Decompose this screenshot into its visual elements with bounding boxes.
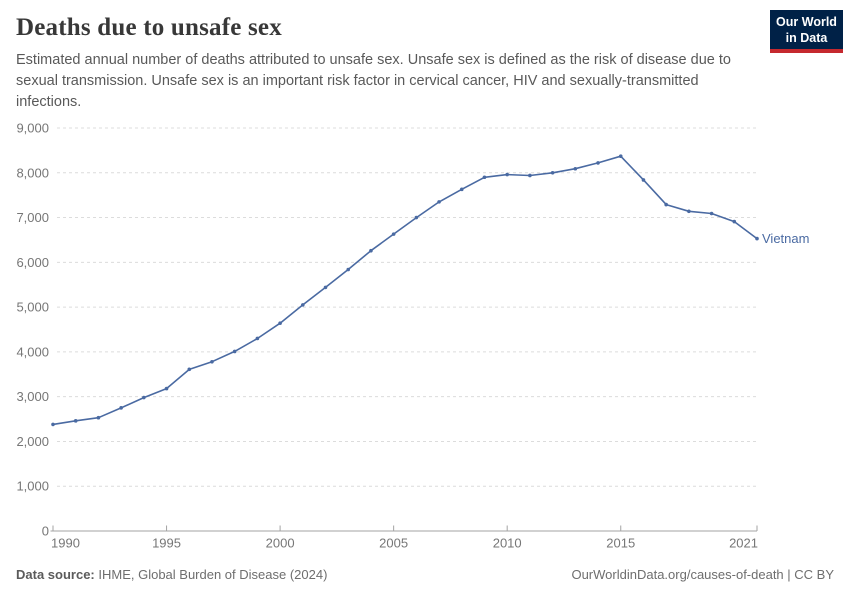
data-point-marker [369, 248, 373, 253]
y-axis-tick-label: 2,000 [16, 434, 49, 449]
x-axis-tick-label: 2005 [379, 536, 408, 551]
data-point-marker [459, 187, 464, 192]
owid-logo-line1: Our World [776, 14, 837, 29]
page-title: Deaths due to unsafe sex [16, 14, 282, 41]
footer-url-license[interactable]: OurWorldinData.org/causes-of-death | CC … [571, 567, 834, 582]
x-axis-tick-label: 1990 [51, 536, 80, 551]
data-point-marker [346, 267, 351, 272]
data-point-marker [596, 161, 600, 165]
entity-label: Vietnam [762, 231, 809, 246]
data-point-marker [73, 419, 78, 423]
owid-logo-text: Our World in Data [770, 10, 843, 49]
data-point-marker [573, 166, 578, 171]
data-point-marker [51, 422, 55, 427]
x-axis-tick-label: 1995 [152, 536, 181, 551]
data-point-marker [618, 154, 623, 159]
data-point-marker [414, 215, 419, 220]
y-axis-tick-label: 1,000 [16, 479, 49, 494]
x-axis-tick-label: 2000 [266, 536, 295, 551]
chart-subtitle: Estimated annual number of deaths attrib… [16, 52, 731, 110]
data-point-marker [550, 170, 555, 175]
data-point-marker [732, 219, 737, 224]
data-point-marker [164, 386, 169, 391]
y-axis-tick-label: 7,000 [16, 210, 49, 225]
vietnam-trend-line [52, 155, 758, 426]
y-axis-tick-label: 9,000 [16, 121, 49, 136]
data-point-marker [119, 406, 123, 410]
y-axis-tick-label: 8,000 [16, 165, 49, 180]
data-point-marker [187, 367, 192, 372]
data-source-value: IHME, Global Burden of Disease (2024) [94, 567, 328, 582]
owid-logo-red-bar [770, 49, 843, 53]
x-axis-tick-label: 2010 [493, 536, 522, 551]
data-point-marker [96, 415, 101, 420]
data-point-marker [709, 211, 714, 216]
data-point-marker [210, 359, 214, 364]
data-point-marker [664, 202, 668, 207]
data-point-marker [755, 236, 759, 241]
data-point-marker [232, 349, 237, 354]
data-point-marker [437, 200, 441, 204]
y-axis-tick-label: 3,000 [16, 389, 49, 404]
data-point-marker [278, 321, 282, 326]
owid-logo: Our World in Data [770, 10, 843, 53]
data-point-marker [641, 178, 646, 182]
x-axis-tick-label: 2021 [729, 536, 758, 551]
y-axis-tick-label: 5,000 [16, 300, 49, 315]
data-point-marker [687, 209, 691, 214]
data-point-marker [391, 232, 396, 236]
owid-logo-line2: in Data [785, 30, 828, 45]
y-axis-tick-label: 4,000 [16, 344, 49, 359]
data-point-marker [323, 285, 328, 290]
data-point-marker [505, 172, 509, 177]
data-point-marker [255, 336, 260, 341]
data-point-marker [482, 175, 487, 180]
chart-footer: Data source: IHME, Global Burden of Dise… [16, 567, 834, 582]
data-point-marker [528, 173, 532, 178]
data-source-note: Data source: IHME, Global Burden of Dise… [16, 567, 327, 582]
y-axis-tick-label: 6,000 [16, 255, 49, 270]
x-axis-tick-label: 2015 [606, 536, 635, 551]
y-axis-tick-label: 0 [42, 524, 49, 539]
data-point-marker [142, 395, 146, 400]
data-point-marker [301, 303, 305, 307]
data-source-label: Data source: [16, 567, 95, 582]
